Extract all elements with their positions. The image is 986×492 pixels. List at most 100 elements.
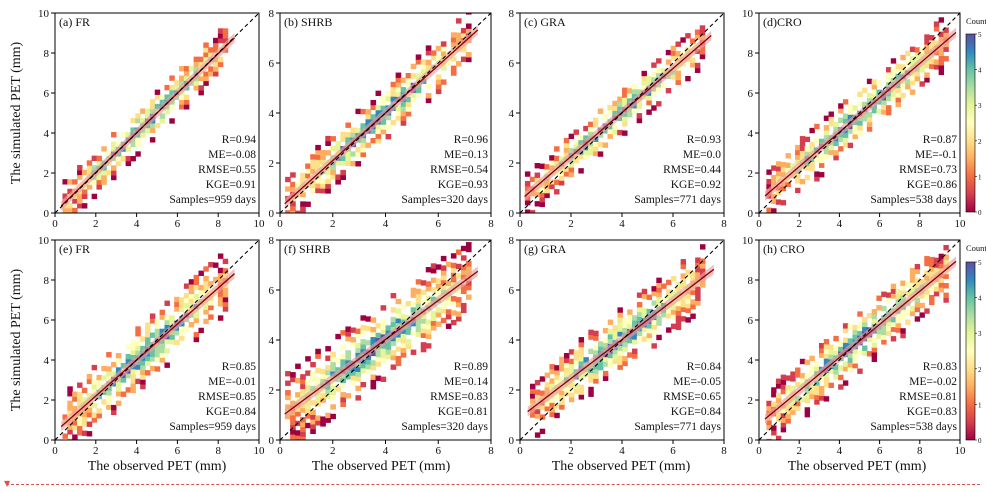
density-cell [592, 122, 599, 128]
density-cell [285, 186, 291, 192]
density-cell [847, 104, 854, 111]
density-cell [91, 364, 98, 371]
x-tick-label: 6 [670, 218, 676, 230]
density-cell [694, 62, 701, 69]
density-cell [919, 52, 925, 59]
density-cell [564, 357, 570, 364]
density-cell [193, 66, 200, 72]
density-cell [360, 142, 367, 148]
density-cell [130, 141, 136, 148]
density-cell [435, 307, 442, 313]
density-cell [86, 160, 93, 166]
y-tick-label: 2 [509, 385, 515, 397]
density-cell [213, 37, 219, 44]
y-tick-label: 10 [742, 8, 754, 20]
density-cell [881, 99, 887, 106]
density-cell [77, 401, 83, 407]
density-cell [695, 286, 701, 292]
density-cell [300, 374, 306, 380]
density-cell [900, 280, 906, 286]
density-cell [573, 355, 580, 361]
density-cell [106, 170, 112, 176]
density-cell [330, 351, 336, 358]
density-cell [350, 151, 357, 157]
density-cell [900, 83, 906, 89]
density-cell [213, 42, 219, 48]
density-cell [106, 399, 112, 406]
density-cell [866, 93, 873, 99]
density-cell [62, 207, 68, 213]
density-cell [690, 270, 696, 277]
y-axis-title-bottom: The simulated PET (mm) [9, 268, 24, 411]
density-cell [866, 351, 873, 357]
density-cell [680, 316, 687, 322]
density-cell [390, 316, 397, 323]
density-cell [895, 87, 901, 93]
stats-line: KGE=0.84 [671, 406, 721, 418]
density-cell [886, 76, 892, 83]
density-cell [193, 61, 200, 67]
density-cell [785, 408, 791, 415]
density-cell [842, 113, 849, 119]
density-cell [435, 321, 442, 327]
density-cell [320, 149, 326, 156]
density-cell [81, 416, 88, 422]
panel-5-plot-area [55, 240, 259, 440]
density-cell [909, 79, 916, 86]
density-cell [360, 137, 367, 143]
density-cell [593, 335, 599, 341]
density-cell [450, 253, 457, 259]
density-cell [203, 51, 209, 58]
x-tick-label: 8 [917, 218, 923, 230]
density-cell [780, 417, 787, 423]
density-cell [335, 386, 341, 392]
density-cell [345, 369, 352, 375]
density-cell [300, 431, 306, 437]
density-cell [350, 370, 357, 376]
density-cell [370, 379, 377, 385]
density-cell [145, 370, 151, 376]
density-cell [455, 287, 462, 293]
density-cell [420, 342, 427, 348]
density-cell [355, 161, 362, 167]
density-cell [217, 267, 224, 274]
density-cell [665, 59, 672, 65]
density-cell [819, 162, 825, 168]
density-cell [222, 292, 229, 298]
density-cell [67, 391, 73, 397]
density-cell [425, 64, 432, 70]
density-cell [685, 269, 691, 276]
density-cell [111, 170, 117, 176]
density-cell [568, 171, 575, 178]
density-cell [607, 109, 613, 116]
density-cell [380, 343, 387, 349]
y-tick-label: 10 [38, 8, 50, 20]
density-cell [174, 306, 180, 312]
density-cell [602, 375, 609, 382]
density-cell [529, 176, 536, 183]
density-cell [876, 305, 882, 311]
density-cell [300, 436, 306, 440]
density-cell [592, 141, 599, 147]
density-cell [179, 330, 185, 336]
density-cell [375, 90, 382, 96]
density-cell [785, 181, 791, 188]
density-cell [871, 93, 878, 100]
density-cell [325, 178, 331, 185]
density-cell [685, 47, 691, 53]
density-cell [852, 362, 858, 369]
density-cell [365, 363, 372, 370]
density-cell [300, 210, 306, 213]
density-cell [320, 368, 326, 375]
density-cell [524, 199, 531, 206]
density-cell [790, 385, 796, 392]
density-cell [656, 277, 662, 284]
colorbar-tick-label: 1 [978, 173, 982, 181]
y-tick-label: 4 [44, 128, 50, 140]
density-cell [450, 319, 457, 326]
density-cell [67, 429, 73, 435]
density-cell [145, 332, 151, 338]
density-cell [790, 400, 796, 406]
density-cell [602, 342, 609, 348]
